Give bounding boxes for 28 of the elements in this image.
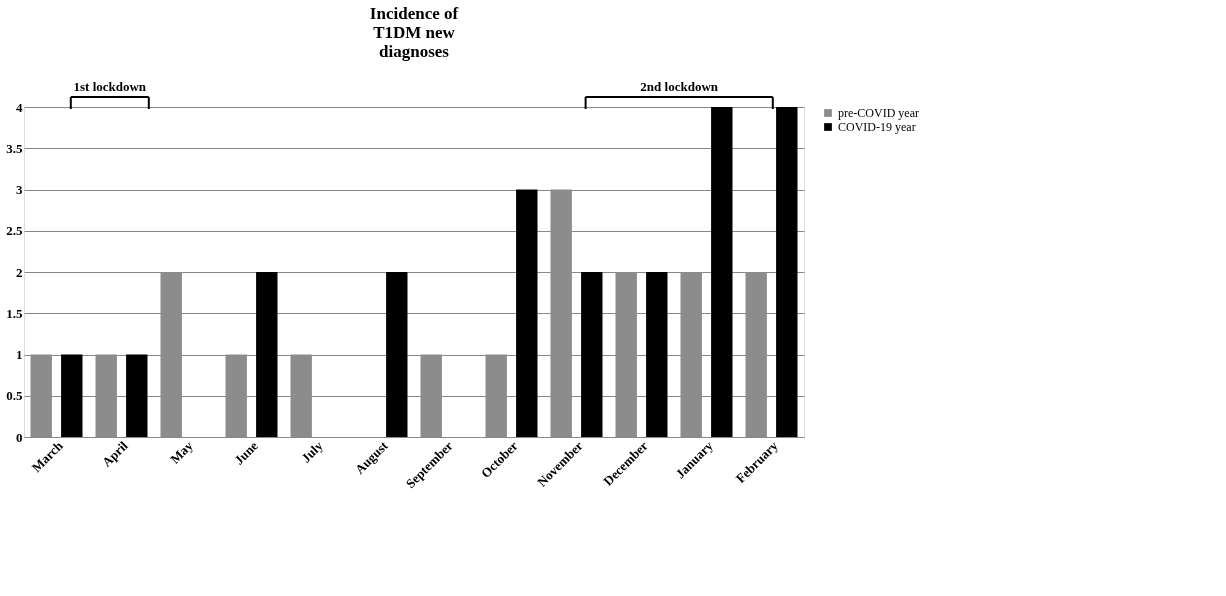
y-tick-label: 0	[16, 429, 23, 445]
x-tick-label: July	[298, 437, 327, 466]
bar	[516, 189, 538, 437]
x-tick-label: May	[167, 437, 197, 467]
y-tick-label: 1	[16, 347, 23, 362]
y-tick-label: 0.5	[6, 388, 23, 404]
bar	[646, 272, 668, 437]
y-tick-label: 3	[16, 182, 23, 197]
text: T1DM new	[373, 23, 455, 42]
y-tick-label: 3.5	[6, 140, 23, 156]
bar	[256, 272, 278, 437]
y-tick-label: 2	[16, 264, 23, 280]
bar	[711, 107, 733, 437]
legend-label: pre-COVID year	[838, 106, 919, 120]
y-tick-label: 1.5	[6, 305, 23, 321]
bar	[581, 272, 603, 437]
text: diagnoses	[379, 42, 449, 61]
bar	[61, 354, 83, 437]
bar	[386, 272, 408, 437]
y-tick-label: 4	[16, 99, 23, 115]
text: 2nd lockdown	[640, 79, 719, 94]
y-tick-label: 2.5	[6, 223, 23, 239]
x-tick-label: June	[231, 437, 261, 468]
bar	[126, 354, 148, 437]
text: Incidence of	[369, 4, 459, 23]
legend-label: COVID-19 year	[838, 120, 916, 134]
bar	[776, 107, 798, 437]
text: 1st lockdown	[73, 79, 147, 94]
